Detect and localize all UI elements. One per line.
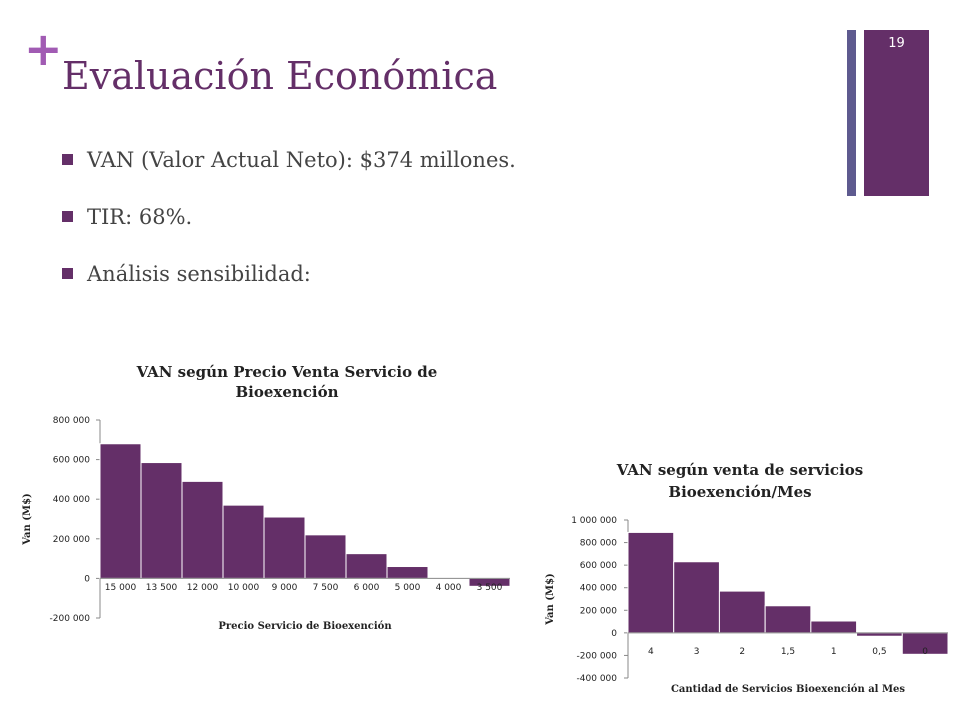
bullet-item: TIR: 68%.: [62, 203, 516, 230]
bullet-text: Análisis sensibilidad:: [87, 261, 311, 286]
side-accent-bar-thin: [847, 30, 856, 196]
x-tick-label: 9 000: [272, 583, 298, 593]
x-tick-label: 1: [831, 647, 837, 657]
x-tick-label: 1,5: [781, 647, 795, 657]
bar: [764, 605, 812, 634]
bar: [718, 590, 766, 634]
bullet-list: VAN (Valor Actual Neto): $374 millones. …: [62, 146, 516, 317]
y-tick-label: 600 000: [53, 456, 90, 466]
chart-title-line: Bioexención/Mes: [668, 483, 811, 501]
x-tick-label: 3 500: [477, 583, 503, 593]
side-accent-bar: [864, 30, 929, 196]
bar: [99, 443, 142, 579]
y-tick-label: 800 000: [580, 539, 617, 549]
y-tick-label: -200 000: [577, 651, 618, 661]
bar: [222, 504, 265, 579]
chart-title-line: VAN según Precio Venta Servicio de: [136, 363, 438, 381]
chart-van-price: VAN según Precio Venta Servicio de Bioex…: [22, 363, 511, 632]
y-tick-label: 200 000: [580, 606, 617, 616]
y-axis-label: Van (M$): [545, 573, 556, 626]
chart-title-line: VAN según venta de servicios: [616, 461, 863, 479]
plus-icon: +: [24, 22, 63, 76]
bar: [140, 462, 183, 579]
bar: [181, 480, 224, 579]
bar: [345, 553, 388, 579]
bar: [673, 561, 720, 634]
x-tick-label: 3: [694, 647, 700, 657]
y-axis-label: Van (M$): [22, 493, 33, 546]
chart-title-line: Bioexención: [235, 383, 338, 401]
y-tick-label: 200 000: [53, 535, 90, 545]
bullet-text: TIR: 68%.: [87, 204, 193, 229]
x-tick-label: 4 000: [436, 583, 462, 593]
y-tick-label: 0: [611, 629, 617, 639]
x-tick-label: 7 500: [313, 583, 339, 593]
y-tick-label: -200 000: [50, 614, 91, 624]
y-tick-label: 400 000: [580, 584, 617, 594]
bar: [386, 566, 429, 579]
x-tick-label: 13 500: [146, 583, 178, 593]
bullet-item: Análisis sensibilidad:: [62, 260, 516, 287]
x-axis-label: Cantidad de Servicios Bioexención al Mes: [671, 684, 905, 695]
bar: [304, 534, 347, 579]
bullet-text: VAN (Valor Actual Neto): $374 millones.: [87, 147, 516, 172]
x-tick-label: 5 000: [395, 583, 421, 593]
y-tick-label: 1 000 000: [571, 516, 617, 526]
x-tick-label: 2: [739, 647, 745, 657]
y-tick-label: 0: [84, 574, 90, 584]
bar: [263, 516, 306, 579]
bullet-item: VAN (Valor Actual Neto): $374 millones.: [62, 146, 516, 173]
y-tick-label: 800 000: [53, 416, 90, 426]
y-tick-label: 600 000: [580, 561, 617, 571]
slide-number: 19: [888, 36, 905, 51]
x-tick-label: 10 000: [228, 583, 260, 593]
x-tick-label: 15 000: [105, 583, 137, 593]
x-tick-label: 0,5: [872, 647, 886, 657]
bar: [856, 632, 903, 637]
x-tick-label: 4: [648, 647, 654, 657]
square-bullet-icon: [62, 268, 73, 279]
bar: [810, 620, 858, 634]
x-tick-label: 6 000: [354, 583, 380, 593]
x-axis-label: Precio Servicio de Bioexención: [218, 621, 392, 632]
square-bullet-icon: [62, 211, 73, 222]
slide-title: Evaluación Económica: [62, 54, 498, 98]
x-tick-label: 0: [922, 647, 928, 657]
square-bullet-icon: [62, 154, 73, 165]
chart-van-services: VAN según venta de servicios Bioexención…: [545, 461, 949, 695]
bar: [627, 531, 675, 634]
y-tick-label: -400 000: [577, 674, 618, 684]
x-tick-label: 12 000: [187, 583, 219, 593]
y-tick-label: 400 000: [53, 495, 90, 505]
